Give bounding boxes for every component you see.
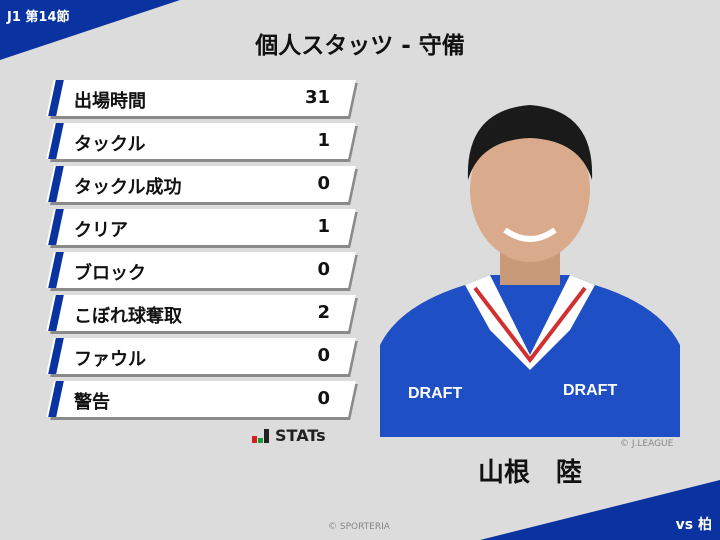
stat-label: こぼれ球奪取 [74, 306, 182, 327]
stat-label: タックル [74, 134, 146, 155]
stats-list: 出場時間 31 タックル 1 タックル成功 0 クリア 1 ブロック 0 こぼれ球奪取 2 ファウル 0 警… [46, 80, 358, 424]
stat-label: 出場時間 [74, 91, 146, 112]
stat-row: 警告 0 [46, 381, 358, 420]
stat-row: ブロック 0 [46, 252, 358, 291]
stat-value: 0 [317, 173, 330, 194]
photo-credit: © J.LEAGUE [620, 439, 674, 449]
stat-label: タックル成功 [74, 177, 182, 198]
page-title: 個人スタッツ - 守備 [255, 33, 465, 59]
stat-value: 2 [317, 302, 330, 323]
jersey-sponsor-right: DRAFT [563, 382, 617, 399]
stat-value: 1 [317, 216, 330, 237]
player-name: 山根 陸 [477, 458, 582, 488]
stat-value: 0 [317, 345, 330, 366]
stat-label: 警告 [74, 392, 110, 413]
stat-value: 0 [317, 388, 330, 409]
bar-chart-icon [252, 428, 269, 443]
stat-row: 出場時間 31 [46, 80, 358, 119]
round-label: J1 第14節 [7, 10, 70, 25]
opponent-label: vs 柏 [675, 517, 712, 533]
stat-value: 31 [304, 87, 330, 108]
stat-label: クリア [74, 220, 128, 241]
stat-value: 1 [317, 130, 330, 151]
stat-row: タックル 1 [46, 123, 358, 162]
copyright: © SPORTERIA [328, 522, 390, 532]
stat-row: タックル成功 0 [46, 166, 358, 205]
player-photo: DRAFT DRAFT [380, 70, 680, 437]
stat-value: 0 [317, 259, 330, 280]
stat-label: ファウル [74, 349, 146, 370]
stat-label: ブロック [74, 263, 146, 284]
stat-row: こぼれ球奪取 2 [46, 295, 358, 334]
jersey-sponsor-left: DRAFT [408, 385, 462, 402]
stat-row: ファウル 0 [46, 338, 358, 377]
stats-logo: STATs [252, 426, 326, 445]
stats-logo-text: STATs [275, 426, 326, 445]
stat-row: クリア 1 [46, 209, 358, 248]
